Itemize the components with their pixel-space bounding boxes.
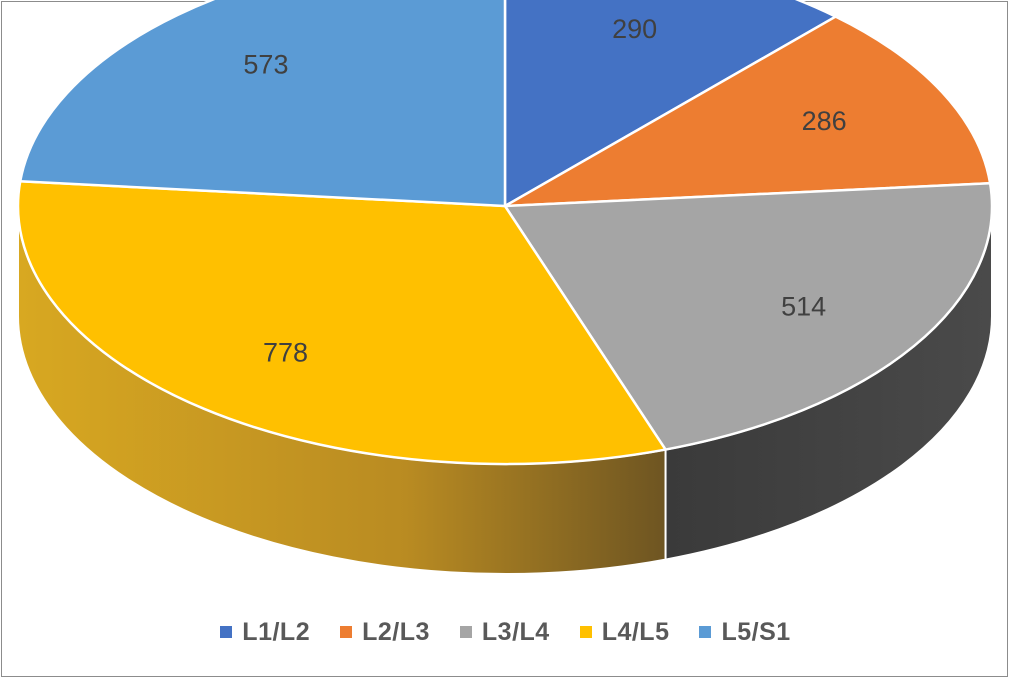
legend-swatch-l3-l4 <box>459 626 472 638</box>
legend-swatch-l2-l3 <box>340 626 353 638</box>
legend-item-l4-l5: L4/L5 <box>579 617 670 647</box>
legend-swatch-l1-l2 <box>220 626 233 638</box>
legend-label-l2-l3: L2/L3 <box>362 617 430 646</box>
legend-swatch-l5-s1 <box>699 626 712 638</box>
legend-label-l1-l2: L1/L2 <box>242 617 311 646</box>
legend-item-l3-l4: L3/L4 <box>459 617 550 647</box>
legend-item-l2-l3: L2/L3 <box>340 618 430 647</box>
legend-label-l5-s1: L5/S1 <box>721 617 791 646</box>
pie-slice-l1-l2 <box>503 0 837 208</box>
pie-slice-l3-l4 <box>503 182 994 451</box>
pie-slices <box>16 0 994 466</box>
pie-data-labels: 290 286 514 778 573 <box>243 14 846 368</box>
legend-item-l5-s1: L5/S1 <box>699 618 790 647</box>
data-label-l2-l3: 286 <box>802 106 847 136</box>
data-label-l1-l2: 290 <box>612 14 657 44</box>
legend: L1/L2 L2/L3 L3/L4 L4/L5 L5/S1 <box>0 610 1011 654</box>
data-label-l4-l5: 778 <box>263 337 308 367</box>
pie-slice-l2-l3 <box>503 15 992 208</box>
data-label-l3-l4: 514 <box>781 291 826 321</box>
pie-slice-l4-l5 <box>16 180 667 466</box>
legend-label-l3-l4: L3/L4 <box>481 617 550 646</box>
legend-label-l4-l5: L4/L5 <box>601 617 670 646</box>
data-label-l5-s1: 573 <box>243 50 288 80</box>
pie-slice-l5-s1 <box>18 0 507 208</box>
legend-swatch-l4-l5 <box>579 626 592 638</box>
legend-item-l1-l2: L1/L2 <box>220 618 310 647</box>
